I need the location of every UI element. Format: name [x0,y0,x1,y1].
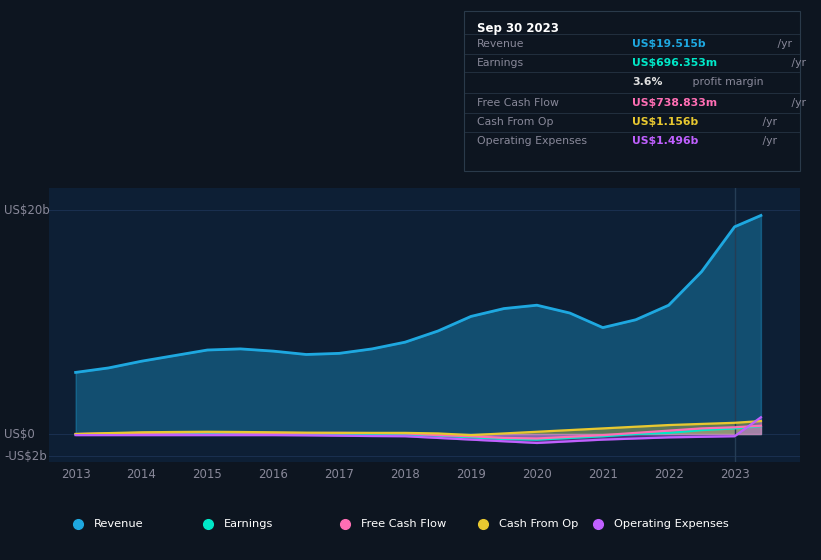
Text: US$1.156b: US$1.156b [632,117,699,127]
Text: /yr: /yr [759,136,777,146]
Text: Sep 30 2023: Sep 30 2023 [477,22,559,35]
Text: Operating Expenses: Operating Expenses [614,519,729,529]
Text: Revenue: Revenue [477,39,525,49]
Text: /yr: /yr [773,39,791,49]
Text: Free Cash Flow: Free Cash Flow [361,519,447,529]
Text: -US$2b: -US$2b [4,450,47,463]
Text: /yr: /yr [759,117,777,127]
Text: US$738.833m: US$738.833m [632,98,718,108]
Text: profit margin: profit margin [689,77,764,87]
Text: /yr: /yr [787,58,805,68]
Text: Cash From Op: Cash From Op [477,117,554,127]
Text: US$1.496b: US$1.496b [632,136,699,146]
Text: Free Cash Flow: Free Cash Flow [477,98,559,108]
Text: Earnings: Earnings [224,519,273,529]
Text: US$20b: US$20b [4,203,50,217]
Text: Revenue: Revenue [94,519,144,529]
Text: Cash From Op: Cash From Op [498,519,578,529]
Text: Operating Expenses: Operating Expenses [477,136,587,146]
Text: Earnings: Earnings [477,58,525,68]
Text: 3.6%: 3.6% [632,77,663,87]
Text: /yr: /yr [787,98,805,108]
Text: US$696.353m: US$696.353m [632,58,718,68]
Text: US$19.515b: US$19.515b [632,39,706,49]
Text: US$0: US$0 [4,427,34,441]
